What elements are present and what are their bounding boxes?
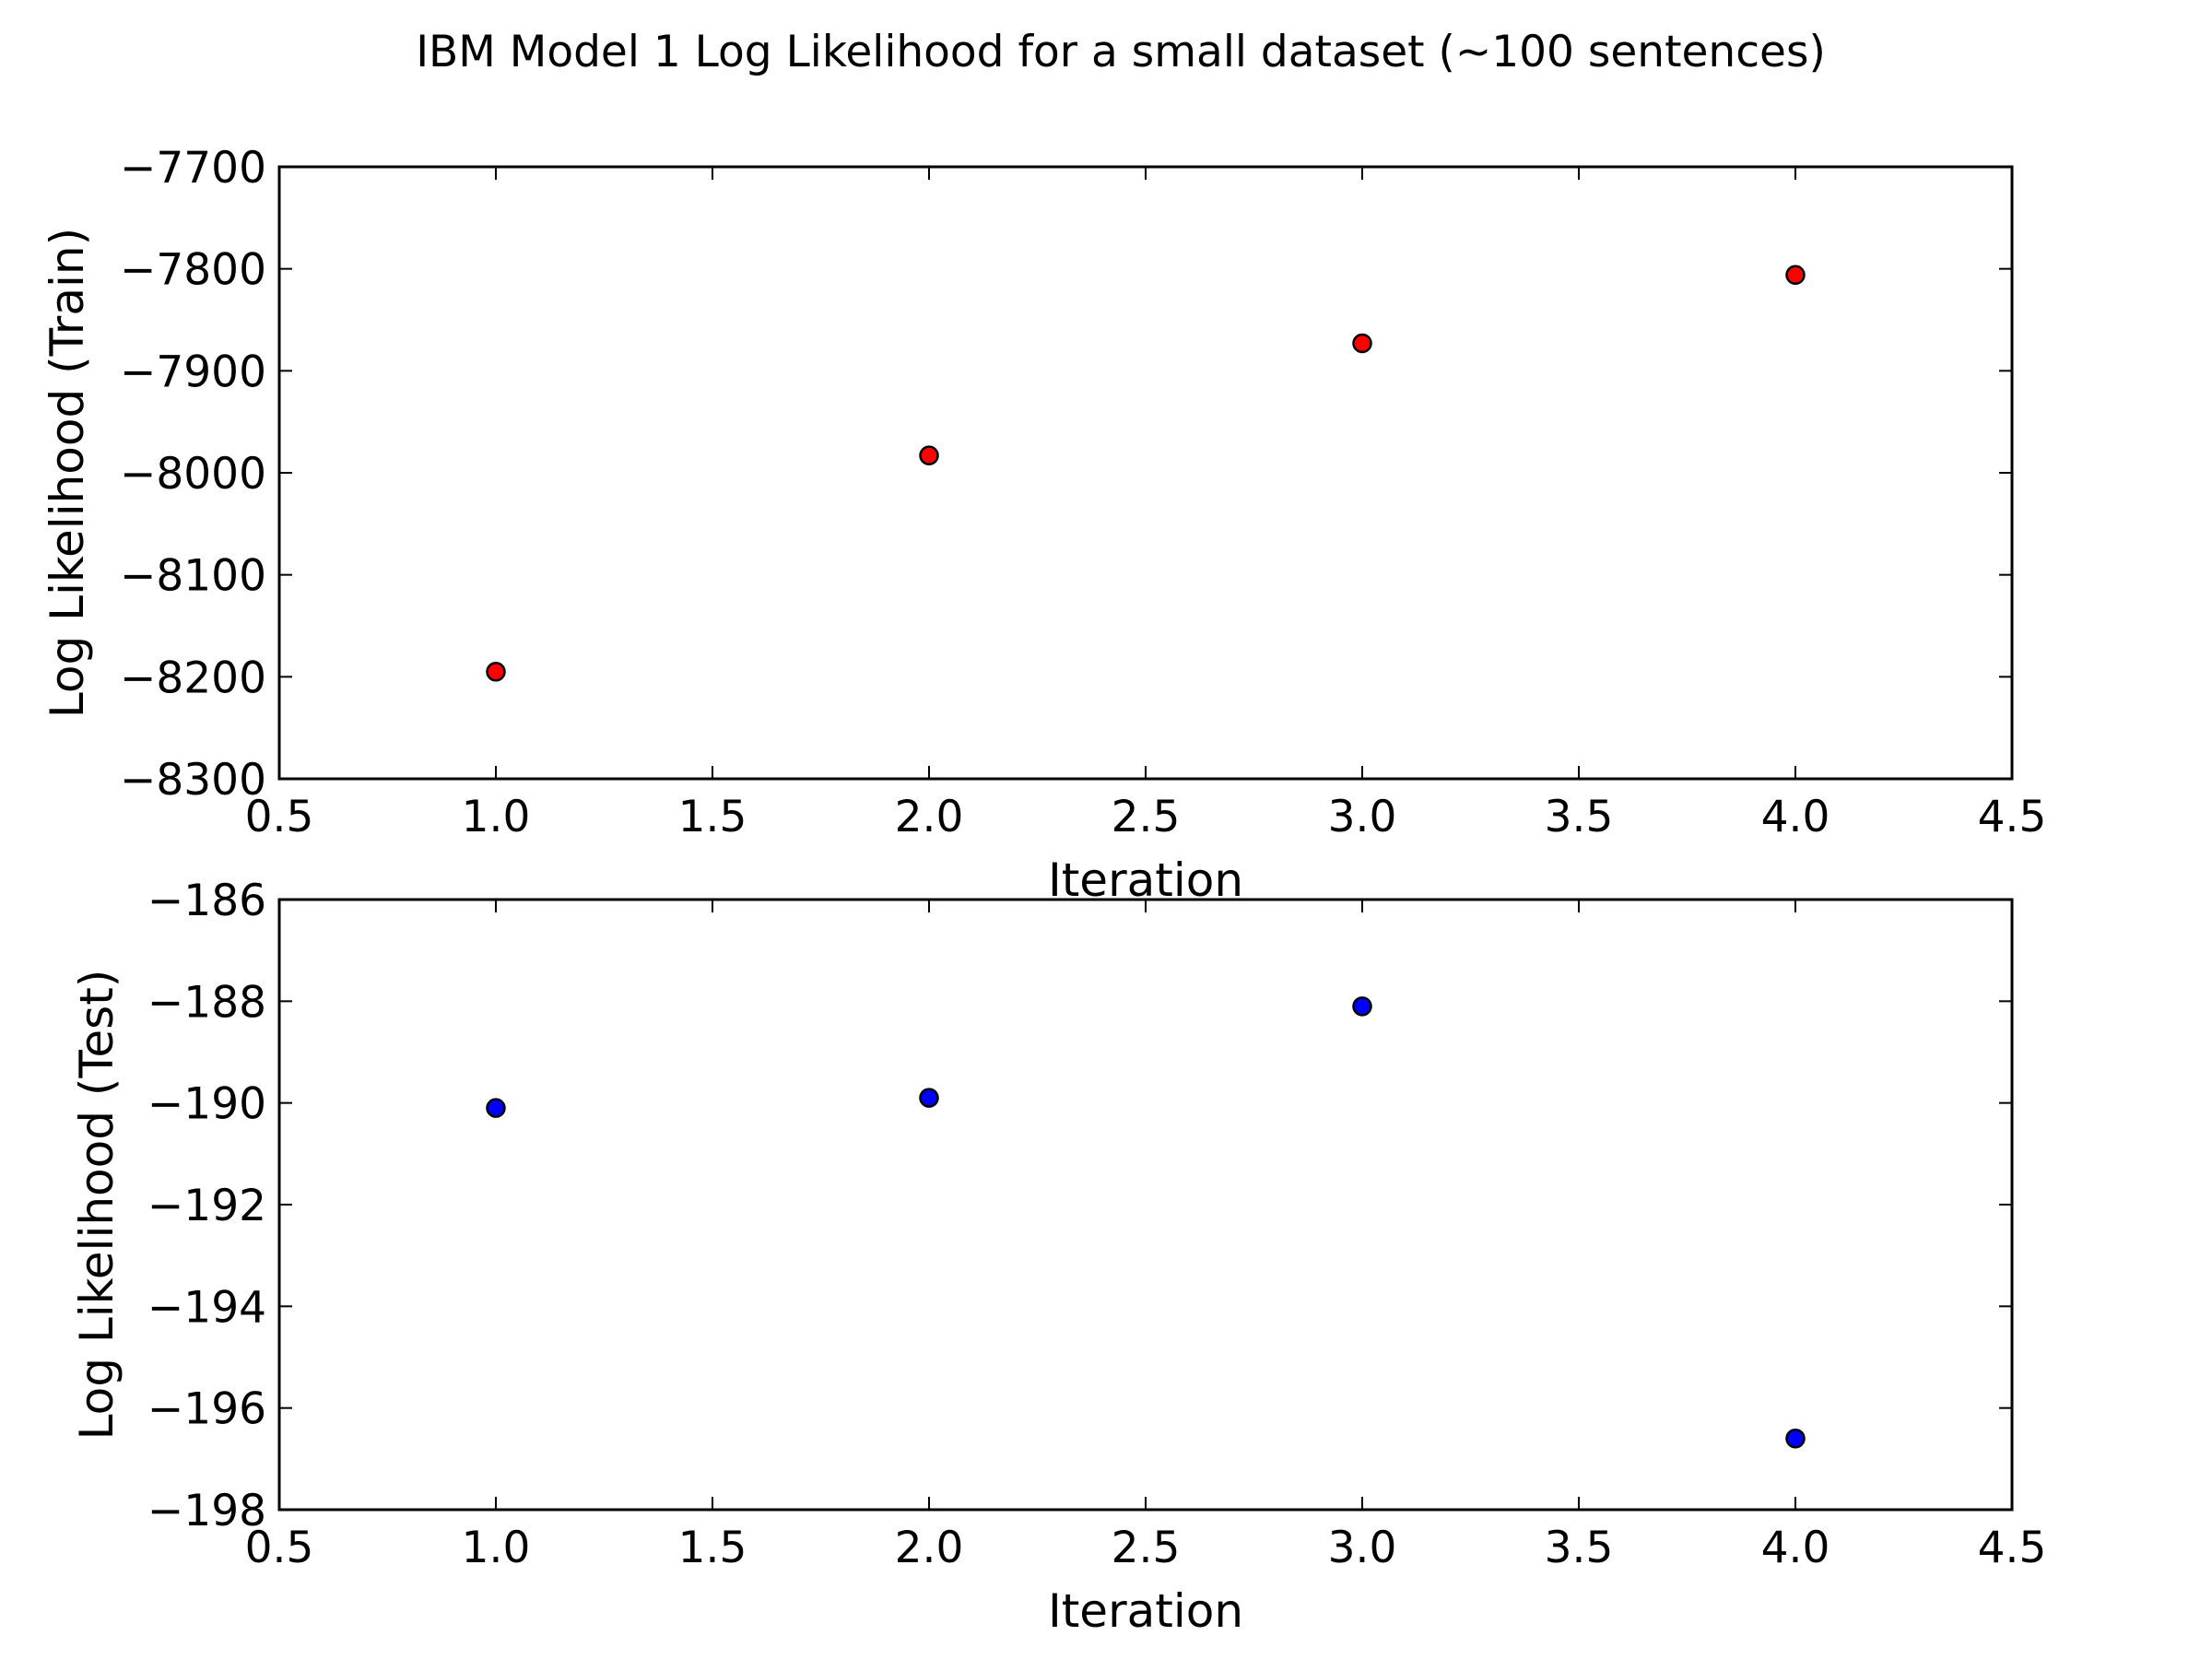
x-tick-label: 0.5	[245, 1523, 314, 1573]
x-tick-label: 3.5	[1545, 1523, 1614, 1573]
x-tick-label: 3.0	[1328, 1523, 1397, 1573]
x-axis-label-train: Iteration	[1048, 853, 1243, 907]
data-point-train	[1785, 265, 1806, 286]
data-point-test	[1785, 1429, 1806, 1449]
y-tick-label: −198	[147, 1486, 266, 1536]
x-tick-label: 3.5	[1545, 792, 1614, 842]
x-tick-label: 2.0	[895, 792, 964, 842]
x-tick-label: 4.5	[1978, 1523, 2047, 1573]
y-tick-label: −8100	[120, 551, 266, 602]
charts: 0.5 1.0 1.5 2.0 2.5 3.0 3.5 4.0 4.5 −8300 −8200 −81…	[41, 143, 2046, 1638]
subplot-train: 0.5 1.0 1.5 2.0 2.5 3.0 3.5 4.0 4.5 −8300 −8200 −81…	[41, 143, 2046, 907]
y-tick-label: −196	[147, 1384, 266, 1435]
y-tick-label: −194	[147, 1282, 266, 1333]
figure-title: IBM Model 1 Log Likelihood for a small d…	[416, 27, 1826, 77]
data-point-test	[486, 1098, 506, 1118]
y-tick-label: −190	[147, 1079, 266, 1130]
y-tick-label: −8200	[120, 653, 266, 703]
data-point-train	[486, 662, 506, 682]
y-tick-label: −8000	[120, 449, 266, 500]
subplot-test: 0.5 1.0 1.5 2.0 2.5 3.0 3.5 4.0 4.5 −198 −196 −194 −…	[70, 876, 2046, 1638]
x-tick-label: 0.5	[245, 792, 314, 842]
y-tick-label: −188	[147, 977, 266, 1028]
x-tick-label: 4.0	[1761, 792, 1830, 842]
data-point-test	[919, 1088, 939, 1108]
y-tick-label: −192	[147, 1181, 266, 1231]
x-tick-label: 2.0	[895, 1523, 964, 1573]
y-tick-label: −7700	[120, 143, 266, 194]
x-tick-label: 2.5	[1112, 792, 1181, 842]
y-tick-label: −7900	[120, 347, 266, 397]
data-point-train	[919, 445, 939, 465]
x-tick-label: 4.5	[1978, 792, 2047, 842]
y-tick-label: −186	[147, 876, 266, 926]
y-tick-label: −7800	[120, 245, 266, 296]
y-axis-label-train: Log Likelihood (Train)	[41, 228, 94, 718]
x-tick-label: 3.0	[1328, 792, 1397, 842]
x-tick-label: 1.5	[678, 1523, 747, 1573]
y-tick-label: −8300	[120, 755, 266, 806]
x-tick-label: 2.5	[1112, 1523, 1181, 1573]
x-tick-label: 1.0	[462, 792, 531, 842]
x-tick-label: 1.0	[462, 1523, 531, 1573]
x-tick-label: 4.0	[1761, 1523, 1830, 1573]
data-point-train	[1352, 333, 1372, 354]
y-axis-label-test: Log Likelihood (Test)	[70, 970, 124, 1441]
x-tick-label: 1.5	[678, 792, 747, 842]
x-axis-label-test: Iteration	[1048, 1584, 1243, 1638]
data-point-test	[1352, 996, 1372, 1017]
